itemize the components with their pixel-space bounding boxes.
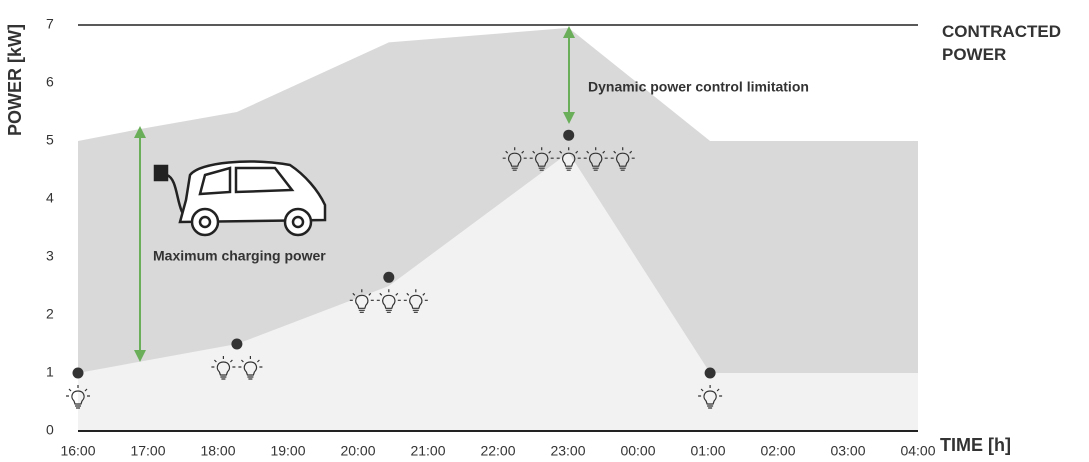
x-tick-label: 22:00 xyxy=(480,443,515,459)
x-tick-label: 04:00 xyxy=(900,443,935,459)
x-tick-label: 21:00 xyxy=(410,443,445,459)
x-tick-label: 18:00 xyxy=(200,443,235,459)
y-tick-label: 4 xyxy=(46,190,54,206)
dot xyxy=(231,339,242,350)
x-tick-label: 02:00 xyxy=(760,443,795,459)
x-tick-label: 01:00 xyxy=(690,443,725,459)
x-tick-label: 17:00 xyxy=(130,443,165,459)
dot xyxy=(705,368,716,379)
dot xyxy=(73,368,84,379)
x-tick-label: 23:00 xyxy=(550,443,585,459)
y-tick-label: 6 xyxy=(46,74,54,90)
chart: 0 1 2 3 4 5 6 7 16:00 17:00 18:00 19:00 20:00 21:00 22… xyxy=(0,0,1089,462)
y-tick-label: 3 xyxy=(46,248,54,264)
dot xyxy=(383,272,394,283)
x-tick-label: 20:00 xyxy=(340,443,375,459)
annotation: Dynamic power control limitation xyxy=(588,79,809,95)
page: 0 1 2 3 4 5 6 7 16:00 17:00 18:00 19:00 20:00 21:00 22… xyxy=(0,0,1089,462)
y-tick-label: 5 xyxy=(46,132,54,148)
x-axis-label: TIME [h] xyxy=(940,435,1011,455)
annotation: Maximum charging power xyxy=(153,248,326,264)
y-tick-label: 1 xyxy=(46,364,54,380)
y-tick-label: 0 xyxy=(46,422,54,438)
contracted-label: CONTRACTED POWER xyxy=(942,20,1082,66)
y-tick-label: 2 xyxy=(46,306,54,322)
x-tick-label: 19:00 xyxy=(270,443,305,459)
x-tick-label: 16:00 xyxy=(60,443,95,459)
y-tick-label: 7 xyxy=(46,16,54,32)
x-tick-label: 00:00 xyxy=(620,443,655,459)
x-tick-label: 03:00 xyxy=(830,443,865,459)
y-axis-label: POWER [kW] xyxy=(5,24,25,136)
dot xyxy=(563,130,574,141)
